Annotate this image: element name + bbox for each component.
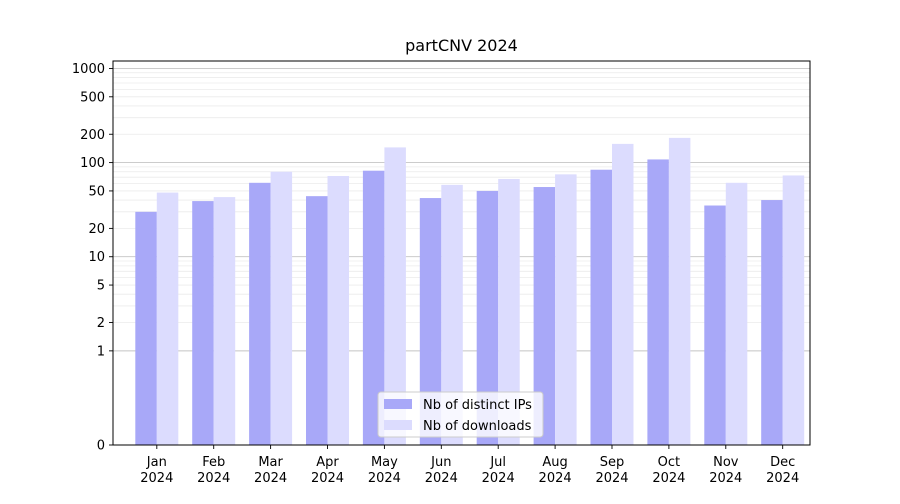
y-tick-label: 1000 xyxy=(72,62,105,77)
bar-downloads xyxy=(327,176,350,445)
y-tick-label: 10 xyxy=(88,250,105,265)
bar-distinct-ips xyxy=(419,198,442,445)
bar-distinct-ips xyxy=(249,182,271,445)
bar-distinct-ips xyxy=(761,200,783,445)
x-tick-label-month: Jun xyxy=(430,455,451,470)
bar-distinct-ips xyxy=(476,190,499,445)
bar-downloads xyxy=(498,178,520,445)
y-tick-label: 200 xyxy=(80,128,105,143)
y-tick-label: 2 xyxy=(97,316,105,331)
bar-downloads xyxy=(611,143,634,445)
y-tick-label: 100 xyxy=(80,156,105,171)
plot-area-frame xyxy=(112,60,811,446)
y-tick-label: 20 xyxy=(88,222,105,237)
legend: Nb of distinct IPs Nb of downloads xyxy=(377,391,544,438)
bar-downloads xyxy=(441,184,463,445)
x-tick-label-month: Jul xyxy=(489,455,506,470)
y-tick-label: 50 xyxy=(88,184,105,199)
x-tick-label-year: 2024 xyxy=(709,471,742,486)
x-axis: Jan2024Feb2024Mar2024Apr2024May2024Jun20… xyxy=(140,445,799,486)
x-tick-label-year: 2024 xyxy=(311,471,344,486)
x-tick-label-month: Feb xyxy=(202,455,225,470)
bar-downloads xyxy=(270,171,293,445)
y-tick-label: 1 xyxy=(97,344,105,359)
x-tick-label-year: 2024 xyxy=(254,471,287,486)
chart-title: partCNV 2024 xyxy=(405,36,518,55)
x-tick-label-year: 2024 xyxy=(539,471,572,486)
x-tick-label-year: 2024 xyxy=(595,471,628,486)
x-tick-label-year: 2024 xyxy=(766,471,799,486)
x-tick-label-year: 2024 xyxy=(425,471,458,486)
legend-swatch xyxy=(384,420,412,430)
bar-downloads xyxy=(384,147,406,445)
x-tick-label-year: 2024 xyxy=(197,471,230,486)
y-tick-label: 0 xyxy=(97,439,105,454)
legend-label: Nb of downloads xyxy=(423,419,532,434)
x-tick-label-year: 2024 xyxy=(368,471,401,486)
x-tick-label-month: Oct xyxy=(658,455,680,470)
bar-downloads xyxy=(782,175,805,445)
legend-swatch xyxy=(384,399,412,409)
x-tick-label-year: 2024 xyxy=(140,471,173,486)
bar-distinct-ips xyxy=(647,159,669,446)
x-tick-label-month: May xyxy=(371,455,398,470)
bar-distinct-ips xyxy=(590,169,612,445)
x-tick-label-month: Mar xyxy=(258,455,283,470)
y-tick-label: 500 xyxy=(80,90,105,105)
legend-box xyxy=(377,391,544,438)
bar-distinct-ips xyxy=(306,196,328,445)
y-axis: 0 1 2 5 10 20 50 100 200 500 1000 xyxy=(72,62,113,454)
x-tick-label-month: Jan xyxy=(146,455,167,470)
bar-downloads xyxy=(555,174,577,445)
x-tick-label-month: Apr xyxy=(316,455,339,470)
bar-downloads xyxy=(213,197,236,445)
bar-downloads xyxy=(668,137,691,445)
x-tick-label-month: Sep xyxy=(600,455,625,470)
x-tick-label-month: Nov xyxy=(713,455,739,470)
bar-downloads xyxy=(156,192,179,445)
legend-label: Nb of distinct IPs xyxy=(423,398,532,413)
bars xyxy=(135,137,805,446)
x-tick-label-month: Dec xyxy=(770,455,795,470)
bar-distinct-ips xyxy=(135,211,157,445)
x-tick-label-year: 2024 xyxy=(652,471,685,486)
bar-distinct-ips xyxy=(192,201,214,445)
bar-distinct-ips xyxy=(704,205,726,445)
bar-downloads xyxy=(725,182,748,445)
y-tick-label: 5 xyxy=(97,279,105,294)
bar-distinct-ips xyxy=(362,170,385,445)
x-tick-label-month: Aug xyxy=(542,455,567,470)
x-tick-label-year: 2024 xyxy=(482,471,515,486)
bar-distinct-ips xyxy=(533,187,556,445)
